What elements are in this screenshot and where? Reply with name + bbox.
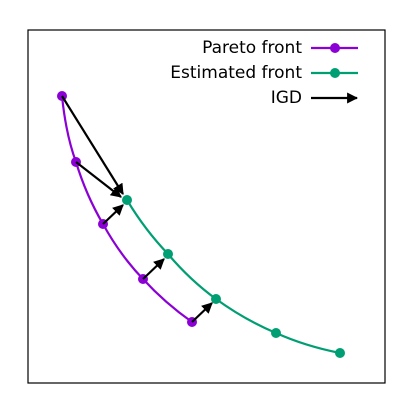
igd-arrow: [191, 302, 213, 323]
legend-label: Estimated front: [170, 63, 302, 83]
igd-arrow: [75, 161, 122, 198]
igd-arrow: [61, 95, 124, 195]
legend-marker: [330, 43, 340, 53]
igd-arrow: [142, 258, 165, 280]
estimated-point: [335, 348, 345, 358]
estimated-front-points: [122, 195, 345, 358]
estimated-point: [271, 328, 281, 338]
estimated-point: [211, 294, 221, 304]
estimated-point: [163, 249, 173, 259]
frame: [27, 29, 386, 384]
pareto-front-curve: [60, 95, 193, 323]
legend-marker: [330, 68, 340, 78]
estimated-front-curve: [126, 199, 341, 355]
legend: Pareto front Estimated front IGD: [170, 38, 359, 108]
pareto-front-points: [57, 91, 197, 327]
legend-label: IGD: [271, 88, 302, 108]
estimated-point: [122, 195, 132, 205]
legend-label: Pareto front: [202, 38, 302, 58]
igd-arrow: [102, 204, 124, 225]
igd-arrows: [61, 95, 213, 323]
